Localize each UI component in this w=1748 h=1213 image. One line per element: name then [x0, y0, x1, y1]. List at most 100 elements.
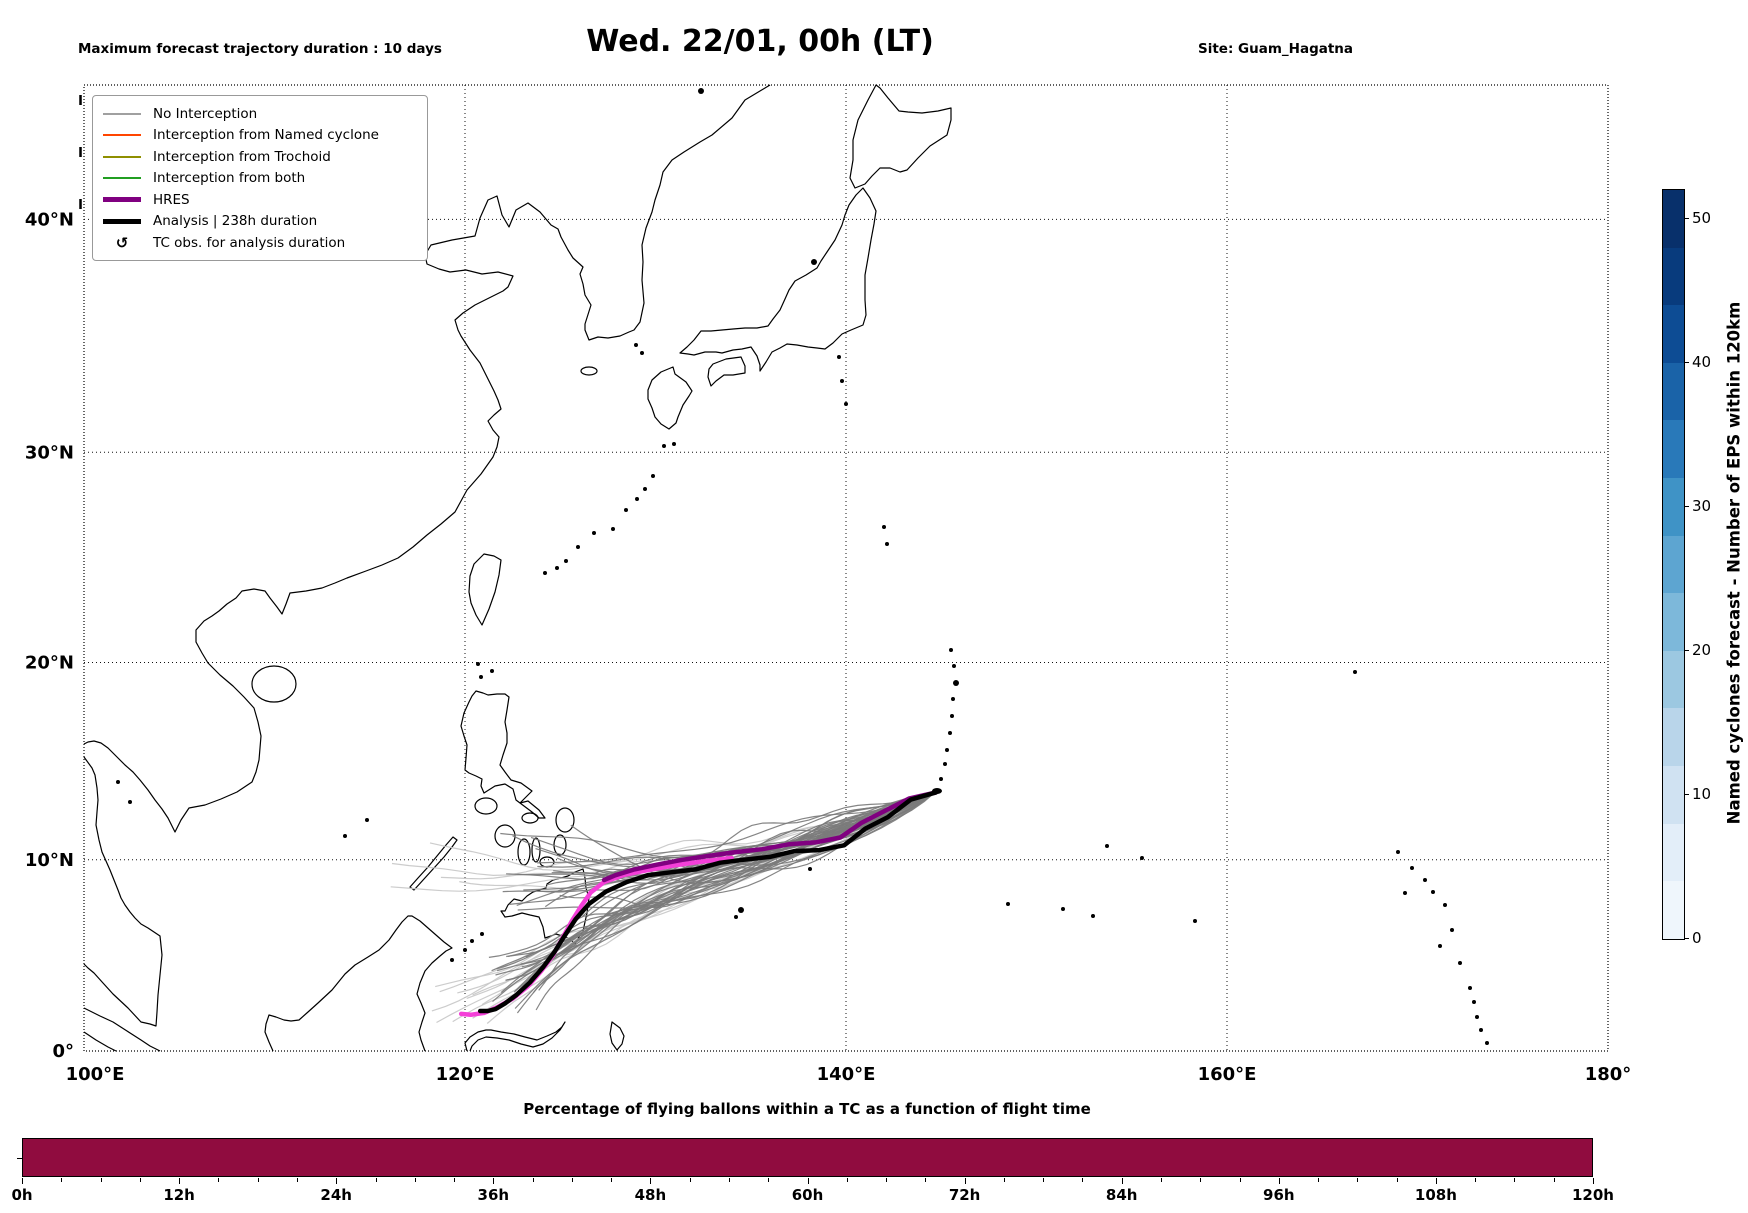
coastline: [464, 1021, 566, 1052]
island-dot: [476, 662, 480, 666]
island-dot: [951, 697, 955, 701]
legend-label: No Interception: [153, 105, 258, 122]
bottom-x-tick-label: 108h: [1414, 1186, 1457, 1204]
island-dot: [734, 915, 738, 919]
island-dot: [948, 731, 952, 735]
colorbar-step: [1663, 478, 1684, 536]
bottom-x-major-tick: [179, 1178, 181, 1184]
lat-tick-label: 20°N: [25, 653, 74, 674]
legend-item: Analysis | 238h duration: [103, 211, 417, 233]
island-dot: [592, 531, 596, 535]
legend-line-swatch: [103, 177, 141, 180]
bottom-x-minor-tick: [886, 1178, 888, 1182]
bottom-x-minor-tick: [139, 1178, 141, 1182]
bottom-x-minor-tick: [1200, 1178, 1202, 1182]
bottom-x-minor-tick: [532, 1178, 534, 1182]
colorbar-step: [1663, 823, 1684, 882]
deployment-site-island: [932, 788, 942, 794]
island-dot: [811, 259, 817, 265]
colorbar-tick-label: 20: [1692, 641, 1712, 659]
coastline: [83, 84, 771, 833]
bottom-x-minor-tick: [1553, 1178, 1555, 1182]
colorbar-tick-label: 10: [1692, 785, 1712, 803]
island-dot: [1396, 850, 1400, 854]
coastline: [460, 690, 546, 819]
island-dot: [1140, 856, 1144, 860]
bottom-x-tick-label: 24h: [320, 1186, 352, 1204]
island-dot: [640, 351, 644, 355]
legend-line-swatch: [103, 197, 141, 203]
bottom-x-minor-tick: [846, 1178, 848, 1182]
island-dot: [651, 474, 655, 478]
island-dot: [450, 958, 454, 962]
bottom-x-minor-tick: [1318, 1178, 1320, 1182]
bottom-x-major-tick: [22, 1178, 23, 1184]
island-dot: [564, 559, 568, 563]
bottom-x-minor-tick: [689, 1178, 691, 1182]
legend-item: Interception from Trochoid: [103, 146, 417, 168]
island-dot: [939, 777, 943, 781]
bottom-x-minor-tick: [100, 1178, 102, 1182]
legend-line-swatch: [103, 155, 141, 158]
island: [555, 807, 575, 833]
island-dot: [952, 664, 956, 668]
colorbar-step: [1663, 881, 1684, 939]
island-dot: [945, 748, 949, 752]
colorbar-step: [1663, 708, 1684, 767]
bottom-x-tick-label: 48h: [634, 1186, 667, 1204]
island: [517, 838, 531, 866]
island: [251, 665, 297, 703]
colorbar-tick: [1684, 218, 1689, 219]
bottom-x-minor-tick: [768, 1178, 770, 1182]
trajectory-ensemble: [570, 791, 936, 884]
legend-line-swatch: [103, 218, 141, 224]
trajectory-ensemble: [507, 791, 936, 957]
bottom-x-minor-tick: [61, 1178, 63, 1182]
island-dot: [837, 355, 841, 359]
colorbar-title: Named cyclones forecast - Number of EPS …: [1724, 301, 1744, 825]
island-dot: [738, 907, 744, 913]
island-dot: [1410, 866, 1414, 870]
bottom-x-minor-tick: [611, 1178, 613, 1182]
coastline: [647, 366, 693, 430]
island-dot: [555, 566, 559, 570]
bottom-x-tick-label: 0h: [11, 1186, 33, 1204]
bottom-x-minor-tick: [1514, 1178, 1516, 1182]
bottom-x-tick-label: 84h: [1105, 1186, 1138, 1204]
trajectory-analysis: [477, 790, 939, 1014]
island-dot: [808, 867, 812, 871]
bottom-x-minor-tick: [296, 1178, 298, 1182]
legend-box: No Interception Interception from Named c…: [92, 95, 428, 261]
island-dot: [840, 379, 844, 383]
island-dot: [943, 762, 947, 766]
island-dot: [1193, 919, 1197, 923]
colorbar-tick: [1684, 650, 1689, 651]
bottom-x-minor-tick: [1003, 1178, 1005, 1182]
colorbar-step: [1663, 766, 1684, 824]
island-dot: [1468, 986, 1472, 990]
bottom-x-major-tick: [1593, 1178, 1594, 1184]
legend-item: ↺ TC obs. for analysis duration: [103, 232, 417, 254]
bottom-x-tick-label: 120h: [1572, 1186, 1614, 1204]
trajectory-ensemble: [516, 791, 936, 906]
island-dot: [1353, 670, 1357, 674]
bottom-chart-title: Percentage of flying ballons within a TC…: [523, 1100, 1091, 1118]
coastline: [500, 868, 590, 945]
bottom-x-minor-tick: [1396, 1178, 1398, 1182]
coastline: [83, 1007, 161, 1052]
header-left-line-1: Maximum forecast trajectory duration : 1…: [78, 40, 442, 57]
colorbar-tick-label: 0: [1692, 929, 1702, 947]
colorbar-tick: [1684, 506, 1689, 507]
island-dot: [1450, 928, 1454, 932]
bottom-x-minor-tick: [414, 1178, 416, 1182]
bottom-x-major-tick: [1278, 1178, 1280, 1184]
bottom-x-minor-tick: [257, 1178, 259, 1182]
trajectory-ensemble: [586, 791, 936, 918]
bottom-x-minor-tick: [1239, 1178, 1241, 1182]
island-dot: [1472, 1000, 1476, 1004]
bottom-x-minor-tick: [729, 1178, 730, 1182]
island-dot: [885, 542, 889, 546]
island-dot: [635, 497, 639, 501]
island-dot: [480, 932, 484, 936]
